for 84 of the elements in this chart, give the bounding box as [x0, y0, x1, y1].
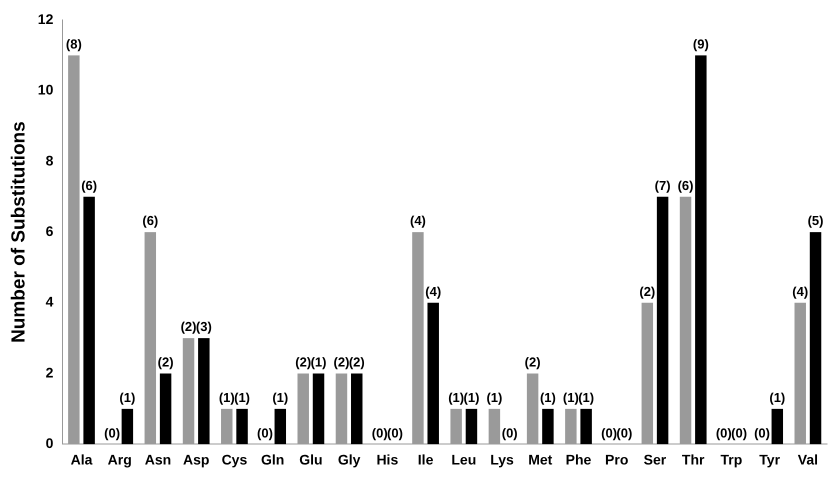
annotation: (2)	[295, 354, 312, 370]
annotation: (1)	[464, 390, 480, 405]
y-tick-label: 6	[46, 222, 54, 239]
bar	[466, 408, 478, 444]
y-tick-label: 10	[38, 82, 54, 98]
y-tick-label: 0	[46, 435, 54, 452]
annotation: (1)	[119, 390, 136, 405]
annotation: (9)	[692, 36, 709, 52]
annotation: (2)	[158, 354, 174, 370]
annotation: (1)	[310, 354, 326, 370]
annotation: (6)	[142, 213, 158, 228]
x-tick-label: Gly	[338, 451, 361, 468]
x-tick-label: Asp	[182, 451, 210, 468]
x-tick-label: Leu	[451, 451, 476, 468]
x-tick-label: His	[376, 451, 398, 468]
annotation: (0)	[502, 425, 518, 440]
bar	[160, 374, 172, 444]
annotation: (0)	[616, 425, 632, 440]
x-tick-label: Arg	[108, 451, 132, 468]
x-tick-label: Val	[798, 451, 818, 468]
annotation: (1)	[272, 390, 288, 405]
y-tick-label: 2	[46, 364, 54, 380]
y-tick-label: 8	[46, 152, 54, 168]
annotation: (1)	[486, 390, 502, 405]
annotation: (0)	[104, 425, 120, 440]
x-tick-label: Pro	[605, 451, 628, 468]
x-tick-label: Ile	[418, 451, 434, 468]
x-tick-label: Ser	[644, 451, 667, 468]
annotation: (4)	[425, 284, 442, 299]
annotation: (1)	[218, 390, 235, 405]
bar	[83, 196, 95, 444]
annotation: (2)	[334, 354, 350, 370]
bar	[656, 196, 668, 444]
y-axis-title: Number of Substitutions	[8, 121, 30, 343]
x-tick-label: Ala	[70, 451, 93, 468]
annotation: (1)	[769, 390, 786, 405]
y-tick-label: 4	[46, 294, 54, 310]
x-tick-label: Gln	[260, 451, 284, 468]
annotation: (0)	[754, 425, 770, 440]
annotation: (5)	[808, 213, 824, 228]
x-tick-label: Trp	[720, 451, 742, 468]
annotation: (0)	[716, 425, 732, 440]
bar	[198, 338, 210, 444]
bar	[542, 408, 554, 444]
annotation: (7)	[654, 178, 671, 193]
x-tick-label: Tyr	[759, 451, 781, 468]
bar	[427, 302, 439, 444]
annotation: (0)	[372, 425, 388, 440]
annotation: (0)	[387, 425, 403, 440]
bar	[312, 374, 324, 444]
annotation: (1)	[578, 390, 594, 405]
y-tick-label: 12	[38, 10, 54, 27]
annotation: (1)	[448, 390, 464, 405]
x-tick-label: Thr	[682, 451, 706, 468]
x-tick-label: Lys	[490, 451, 514, 468]
bar	[580, 408, 592, 444]
bar	[122, 408, 134, 444]
annotation: (1)	[234, 390, 250, 405]
annotation: (2)	[524, 354, 541, 370]
annotation: (3)	[196, 319, 212, 334]
annotation: (6)	[81, 178, 98, 193]
annotation: (2)	[180, 319, 196, 334]
bar	[772, 408, 784, 444]
annotation: (2)	[348, 354, 365, 370]
annotation: (0)	[731, 425, 748, 440]
annotation: (4)	[792, 284, 808, 299]
x-tick-label: Phe	[566, 451, 592, 468]
bar	[236, 408, 248, 444]
annotation: (0)	[601, 425, 618, 440]
x-tick-label: Asn	[144, 451, 172, 468]
bar	[351, 374, 362, 444]
annotation: (6)	[678, 178, 694, 193]
bar	[810, 232, 822, 444]
annotation: (0)	[257, 425, 273, 440]
annotation: (1)	[540, 390, 556, 405]
bar	[695, 55, 707, 444]
annotation: (8)	[66, 36, 82, 52]
bar	[274, 408, 286, 444]
x-tick-label: Cys	[222, 451, 248, 468]
annotation: (4)	[410, 213, 426, 228]
x-tick-label: Glu	[299, 451, 323, 468]
annotation: (2)	[639, 284, 656, 299]
x-tick-label: Met	[528, 451, 553, 468]
annotation: (1)	[562, 390, 579, 405]
